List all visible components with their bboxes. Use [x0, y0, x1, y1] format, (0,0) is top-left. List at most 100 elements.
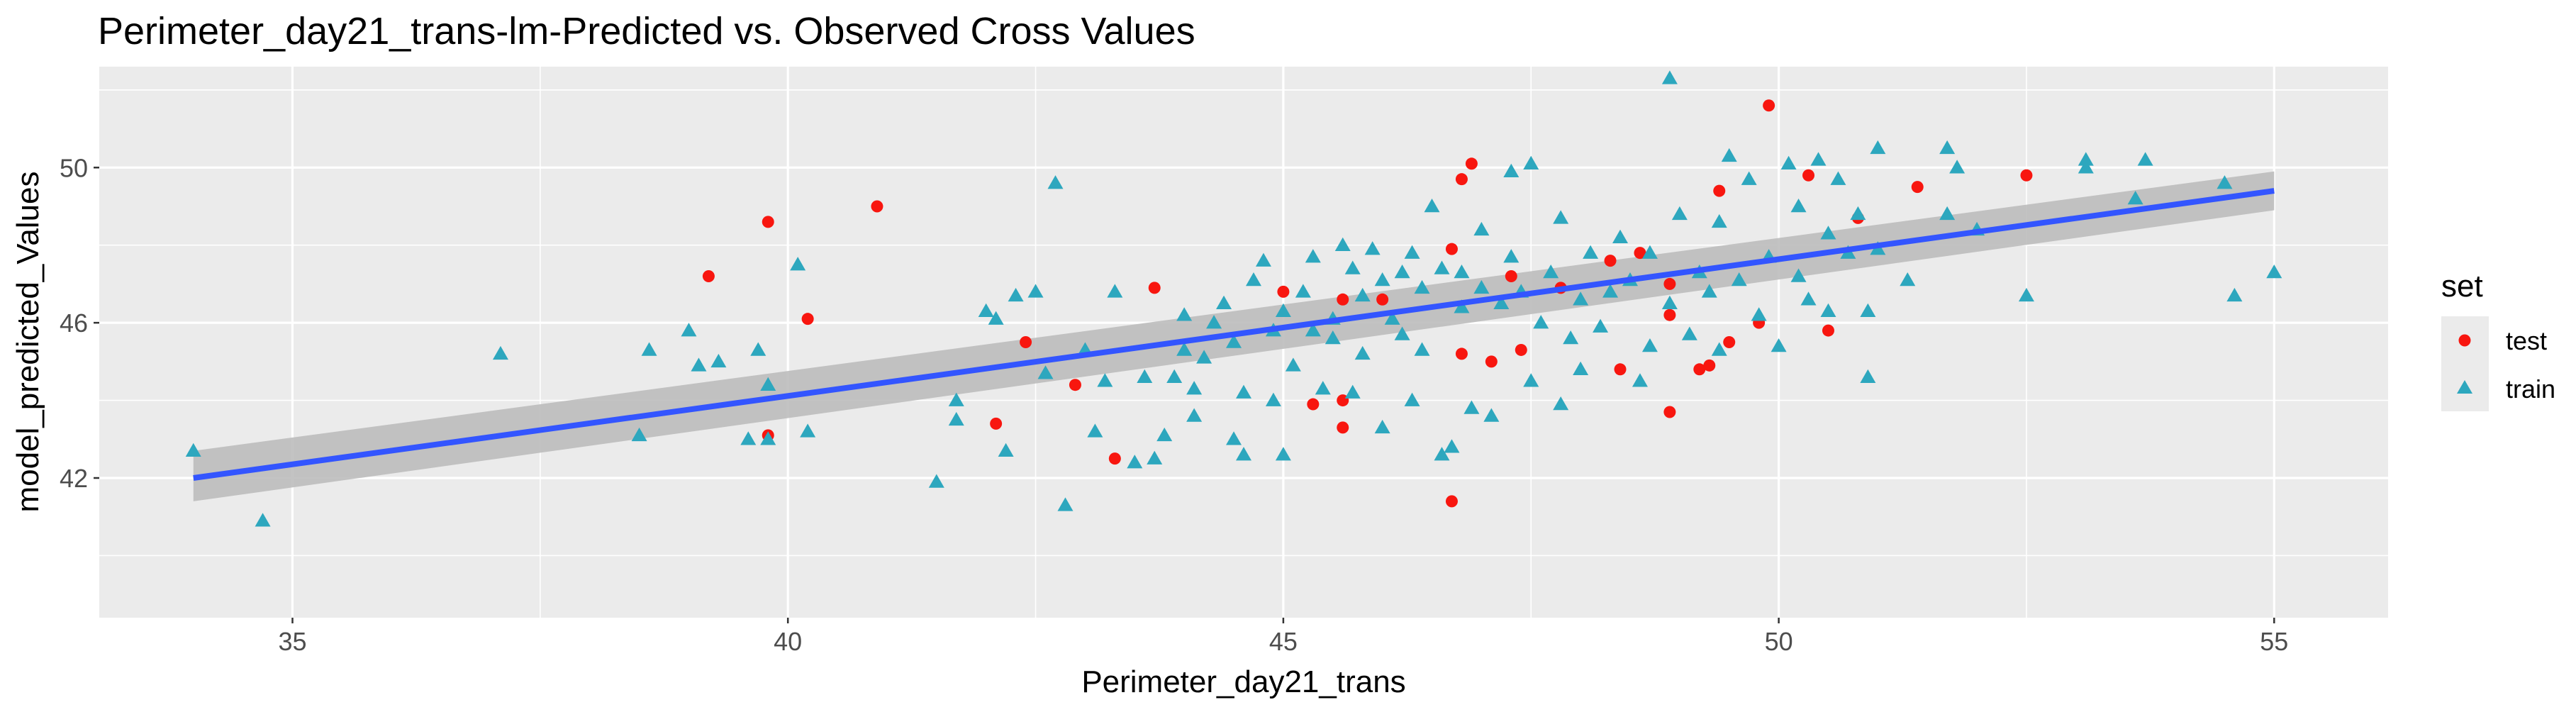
- train-point: [2266, 265, 2282, 279]
- legend-marker-test: [2458, 334, 2471, 347]
- train-point: [1790, 198, 1807, 213]
- train-point: [1325, 330, 1341, 345]
- train-point: [1870, 140, 1886, 155]
- test-point: [1822, 324, 1834, 337]
- train-point: [978, 303, 994, 317]
- legend-title: set: [2441, 269, 2483, 304]
- y-tick-label: 42: [60, 464, 88, 493]
- train-point: [1295, 284, 1311, 298]
- legend: set test train: [2441, 269, 2555, 411]
- train-point: [1602, 284, 1619, 298]
- x-tick-label: 40: [774, 627, 802, 656]
- train-point: [1255, 252, 1271, 267]
- train-point: [750, 342, 766, 356]
- train-point: [1137, 369, 1153, 383]
- test-point: [1663, 277, 1676, 290]
- test-point: [1445, 495, 1458, 508]
- legend-marker-train: [2457, 380, 2472, 394]
- train-point: [790, 257, 806, 271]
- train-point: [1860, 303, 1876, 317]
- train-point: [2127, 191, 2143, 205]
- train-point: [1741, 171, 1757, 185]
- train-point: [1047, 175, 1064, 189]
- train-point: [1573, 291, 1589, 306]
- train-point: [1661, 295, 1678, 310]
- train-point: [1701, 284, 1717, 298]
- train-point: [1037, 365, 1054, 379]
- train-point: [1364, 241, 1381, 255]
- test-point: [1020, 336, 1032, 348]
- train-point: [710, 353, 727, 368]
- train-point: [1553, 396, 1569, 411]
- x-tick-label: 35: [278, 627, 306, 656]
- y-axis-title: model_predicted_Values: [11, 171, 45, 512]
- train-point: [1711, 342, 1727, 356]
- test-point: [1465, 157, 1478, 170]
- train-point: [1533, 315, 1549, 329]
- test-point: [1307, 398, 1320, 411]
- train-point: [1790, 268, 1807, 282]
- train-point: [492, 345, 508, 360]
- train-point: [1939, 140, 1956, 155]
- train-point: [2078, 160, 2094, 174]
- train-point: [1305, 249, 1321, 263]
- test-point: [1108, 452, 1121, 465]
- train-point: [1245, 272, 1261, 287]
- train-point: [1543, 265, 1559, 279]
- test-point: [2020, 169, 2033, 182]
- train-point: [1176, 307, 1193, 321]
- train-point: [1493, 295, 1510, 310]
- train-point: [641, 342, 657, 356]
- train-point: [1354, 345, 1371, 360]
- train-point: [1344, 260, 1361, 274]
- train-point: [1216, 295, 1232, 310]
- train-point: [1147, 450, 1163, 465]
- y-tick-label: 50: [60, 153, 88, 182]
- x-tick-label: 45: [1269, 627, 1298, 656]
- train-point: [1236, 447, 1251, 461]
- train-point: [1434, 260, 1450, 274]
- train-point: [1127, 455, 1143, 469]
- train-point: [1641, 338, 1658, 352]
- train-point: [1027, 284, 1044, 298]
- train-point: [1820, 303, 1836, 317]
- test-point: [1763, 99, 1775, 112]
- train-point: [1473, 221, 1490, 236]
- train-point: [1800, 291, 1817, 306]
- test-point: [1614, 363, 1627, 376]
- train-point: [1483, 408, 1500, 422]
- train-point: [998, 443, 1014, 457]
- train-point: [1087, 423, 1103, 438]
- train-point: [1305, 323, 1321, 337]
- train-point: [760, 377, 776, 391]
- axis-ticks: 35 40 45 50 55 42 46 50: [60, 153, 2288, 656]
- train-point: [2137, 152, 2153, 166]
- y-tick-label: 46: [60, 308, 88, 338]
- train-point: [1583, 245, 1599, 259]
- train-point: [1949, 160, 1966, 174]
- train-point: [1275, 447, 1291, 461]
- train-point: [691, 357, 707, 372]
- train-point: [1186, 381, 1203, 395]
- legend-label-test: test: [2506, 326, 2547, 355]
- test-point: [1337, 293, 1349, 306]
- train-point: [1771, 338, 1787, 352]
- train-point: [2217, 175, 2233, 189]
- train-point: [1186, 408, 1203, 422]
- test-point: [801, 313, 814, 326]
- train-point: [1414, 342, 1430, 356]
- train-point: [1820, 226, 1836, 240]
- train-point: [1334, 237, 1351, 251]
- train-point: [760, 431, 776, 445]
- train-point: [1404, 392, 1420, 406]
- train-point: [255, 513, 271, 527]
- train-point: [1731, 272, 1747, 287]
- train-point: [1226, 431, 1242, 445]
- train-point: [631, 427, 647, 442]
- train-point: [1573, 361, 1589, 376]
- train-point: [928, 474, 944, 488]
- train-point: [1344, 384, 1361, 399]
- train-point: [1810, 152, 1827, 166]
- train-point: [1414, 279, 1430, 294]
